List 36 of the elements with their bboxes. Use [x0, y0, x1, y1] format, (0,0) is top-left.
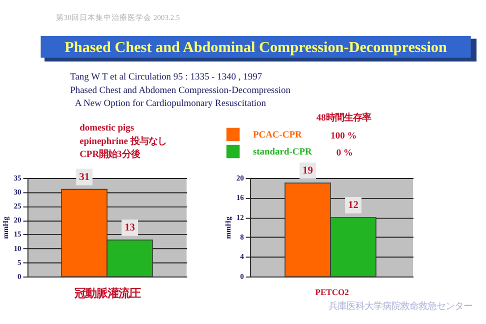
- legend-title: 48時間生存率: [316, 112, 371, 124]
- data-label: 19: [302, 166, 313, 177]
- legend-label: standard-CPR: [252, 147, 312, 158]
- y-tick-label: 25: [14, 202, 22, 211]
- data-label: 12: [348, 200, 358, 211]
- text: Phased Chest and Abdominal Compression-Decompression: [64, 39, 448, 56]
- legend-label: PCAC-CPR: [252, 130, 302, 140]
- y-tick-label: 0: [240, 272, 244, 281]
- text: 兵庫医科大学病院救命救急センター: [328, 300, 473, 312]
- text: 100 %: [330, 131, 357, 142]
- x-axis-title: PETCO2: [315, 287, 349, 298]
- x-axis-title: 冠動脈灌流圧: [74, 286, 141, 300]
- y-tick-label: 4: [240, 252, 244, 262]
- text: 第30回日本集中治療医学会 2003.2.5: [56, 12, 180, 22]
- y-tick-label: 0: [18, 272, 22, 281]
- text: CPR開始3分後: [80, 149, 141, 160]
- text: 0 %: [336, 148, 353, 158]
- y-tick-label: 35: [14, 173, 22, 182]
- text: Tang W T et al Circulation 95 : 1335 - 1340 , 1997: [70, 72, 262, 83]
- text: A New Option for Cardiopulmonary Resuscitation: [74, 99, 266, 110]
- data-label: 13: [124, 222, 135, 234]
- y-tick-label: 10: [14, 244, 22, 253]
- data-label: 31: [79, 172, 90, 183]
- y-tick-label: 20: [14, 216, 22, 225]
- text: Phased Chest and Abdomen Compression-Decompression: [70, 86, 291, 96]
- y-tick-label: 12: [236, 212, 244, 222]
- y-tick-label: 30: [14, 187, 22, 196]
- y-tick-label: 16: [236, 193, 244, 202]
- y-tick-label: 5: [18, 258, 22, 267]
- y-axis-title: mmHg: [1, 216, 10, 239]
- y-axis-title: mmHg: [224, 216, 233, 239]
- y-tick-label: 15: [14, 230, 22, 239]
- text: epinephrine 投与なし: [80, 136, 166, 147]
- y-tick-label: 8: [240, 232, 244, 242]
- text: domestic pigs: [80, 124, 134, 134]
- y-tick-label: 20: [236, 173, 244, 182]
